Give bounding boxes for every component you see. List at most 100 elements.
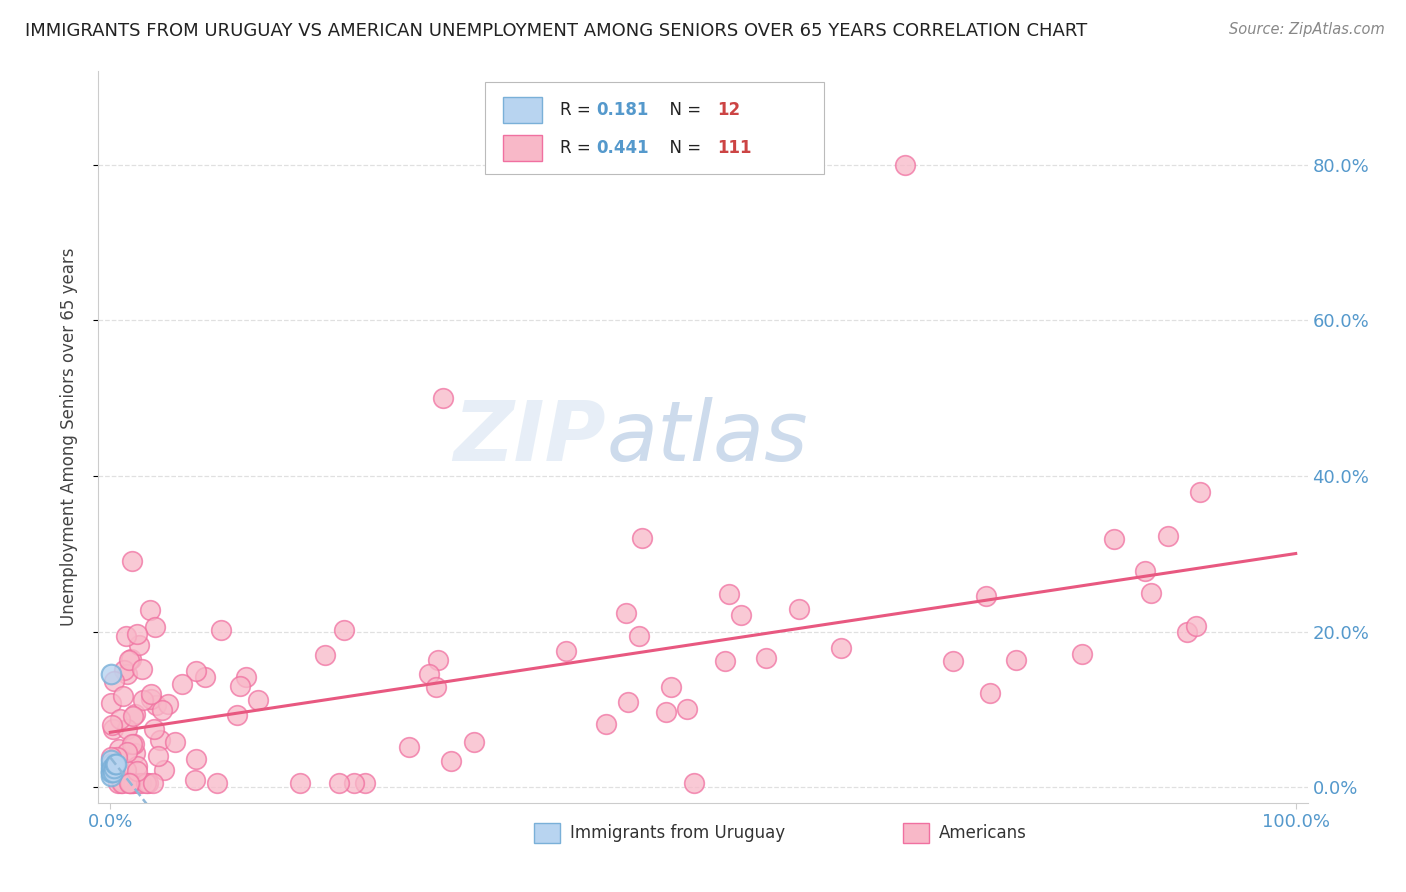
Point [1102,532,1125,546]
Point [683,776,706,790]
Point [1189,484,1212,499]
Point [617,695,640,709]
Point [118,776,141,790]
Text: 111: 111 [717,139,752,157]
Point [145,698,167,713]
Point [730,607,752,622]
Point [655,705,678,719]
Point [118,653,141,667]
Point [115,628,138,642]
Text: Source: ZipAtlas.com: Source: ZipAtlas.com [1229,22,1385,37]
Point [101,761,124,775]
Point [110,776,132,790]
Point [100,753,122,767]
Point [104,764,127,779]
Point [226,708,249,723]
Point [101,717,124,731]
Point [108,742,131,756]
Point [157,697,180,711]
Point [153,764,176,778]
Bar [534,822,561,843]
Point [124,746,146,760]
Point [101,758,124,772]
Point [194,670,217,684]
Point [425,680,447,694]
Point [676,702,699,716]
Point [463,735,485,749]
Point [100,764,122,779]
Point [132,692,155,706]
Point [1071,647,1094,661]
Point [328,776,350,790]
Point [718,587,741,601]
Point [148,749,170,764]
Point [440,754,463,768]
Text: ZIP: ZIP [454,397,606,477]
Point [129,776,152,790]
Point [115,666,138,681]
Point [184,664,207,678]
Point [124,706,146,721]
Text: 12: 12 [717,101,741,120]
Point [1175,624,1198,639]
Point [121,776,143,790]
Point [659,680,682,694]
Point [139,692,162,706]
Point [142,776,165,790]
Point [114,764,136,778]
Point [101,764,124,779]
Point [138,776,160,790]
Point [172,677,194,691]
Point [100,667,122,681]
Text: Americans: Americans [939,824,1026,842]
Point [1157,529,1180,543]
Point [125,764,148,778]
Point [314,648,336,662]
Point [1185,619,1208,633]
Point [100,768,122,782]
Point [630,531,652,545]
Text: 0.441: 0.441 [596,139,650,157]
Point [976,589,998,603]
Point [118,776,141,790]
Point [184,751,207,765]
Point [614,607,637,621]
Point [104,756,127,771]
Y-axis label: Unemployment Among Seniors over 65 years: Unemployment Among Seniors over 65 years [59,248,77,626]
Point [103,761,125,775]
Point [131,662,153,676]
Point [101,722,124,736]
Point [120,652,142,666]
Text: IMMIGRANTS FROM URUGUAY VS AMERICAN UNEMPLOYMENT AMONG SENIORS OVER 65 YEARS COR: IMMIGRANTS FROM URUGUAY VS AMERICAN UNEM… [25,22,1088,40]
Text: R =: R = [561,101,596,120]
Text: 0.181: 0.181 [596,101,650,120]
Point [354,776,377,790]
Point [139,687,162,701]
Point [121,709,143,723]
Point [150,703,173,717]
Point [426,653,449,667]
Text: atlas: atlas [606,397,808,477]
Point [101,755,124,769]
Text: N =: N = [659,101,707,120]
Text: N =: N = [659,139,707,157]
Point [122,776,145,790]
Point [145,619,167,633]
Point [100,749,122,764]
Point [103,674,125,689]
Point [554,643,576,657]
Point [183,773,205,788]
Point [432,391,454,405]
Point [628,629,651,643]
Text: R =: R = [561,139,596,157]
Text: Immigrants from Uruguay: Immigrants from Uruguay [569,824,785,842]
Point [128,638,150,652]
Point [979,686,1001,700]
Point [105,750,128,764]
Point [942,654,965,668]
Point [163,735,186,749]
Point [235,670,257,684]
Point [229,679,252,693]
Point [830,640,852,655]
Point [1139,585,1161,599]
